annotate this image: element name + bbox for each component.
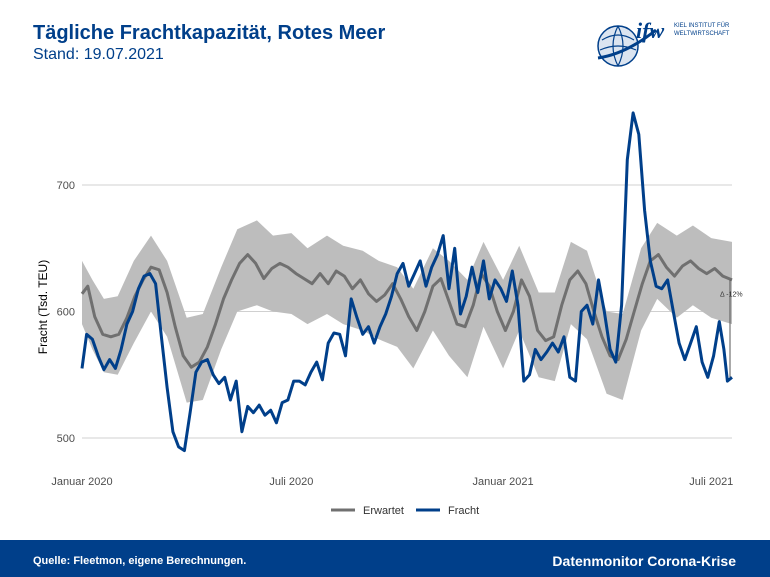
chart-subtitle: Stand: 19.07.2021 — [33, 46, 164, 63]
series-line-fracht — [80, 111, 733, 453]
footer-bar: Quelle: Fleetmon, eigene Berechnungen. D… — [0, 540, 770, 577]
y-axis-label: Fracht (Tsd. TEU) — [36, 260, 50, 354]
y-tick-label: 700 — [57, 180, 75, 192]
chart-title: Tägliche Frachtkapazität, Rotes Meer — [33, 22, 386, 44]
y-tick-label: 500 — [57, 433, 75, 445]
x-tick-label: Januar 2020 — [51, 476, 112, 488]
x-tick-label: Juli 2021 — [689, 476, 733, 488]
ifw-logo: ifw KIEL INSTITUT FÜR WELTWIRTSCHAFT — [597, 18, 730, 67]
footer-brand: Datenmonitor Corona-Krise — [552, 553, 736, 569]
delta-annotation-group: Δ -12% — [720, 279, 743, 378]
series-line-erwartet — [80, 253, 733, 369]
y-tick-label: 600 — [57, 307, 75, 319]
legend-label-fracht: Fracht — [448, 505, 479, 517]
logo-line2: WELTWIRTSCHAFT — [674, 31, 730, 37]
x-tick-label: Januar 2021 — [472, 476, 533, 488]
footer-source: Quelle: Fleetmon, eigene Berechnungen. — [33, 555, 247, 567]
logo-mark: ifw — [636, 18, 664, 43]
chart-legend: Erwartet Fracht — [331, 505, 479, 517]
axis-ticks: 500 600 700 Januar 2020 Juli 2020 Januar 2021… — [51, 180, 733, 488]
x-tick-label: Juli 2020 — [269, 476, 313, 488]
logo-line1: KIEL INSTITUT FÜR — [674, 22, 730, 29]
legend-label-erwartet: Erwartet — [363, 505, 404, 517]
globe-icon — [597, 25, 657, 67]
delta-annotation-label: Δ -12% — [720, 291, 743, 298]
freight-chart: Δ -12% 500 600 700 Januar 2020 Juli 2020 Janu… — [36, 111, 743, 517]
